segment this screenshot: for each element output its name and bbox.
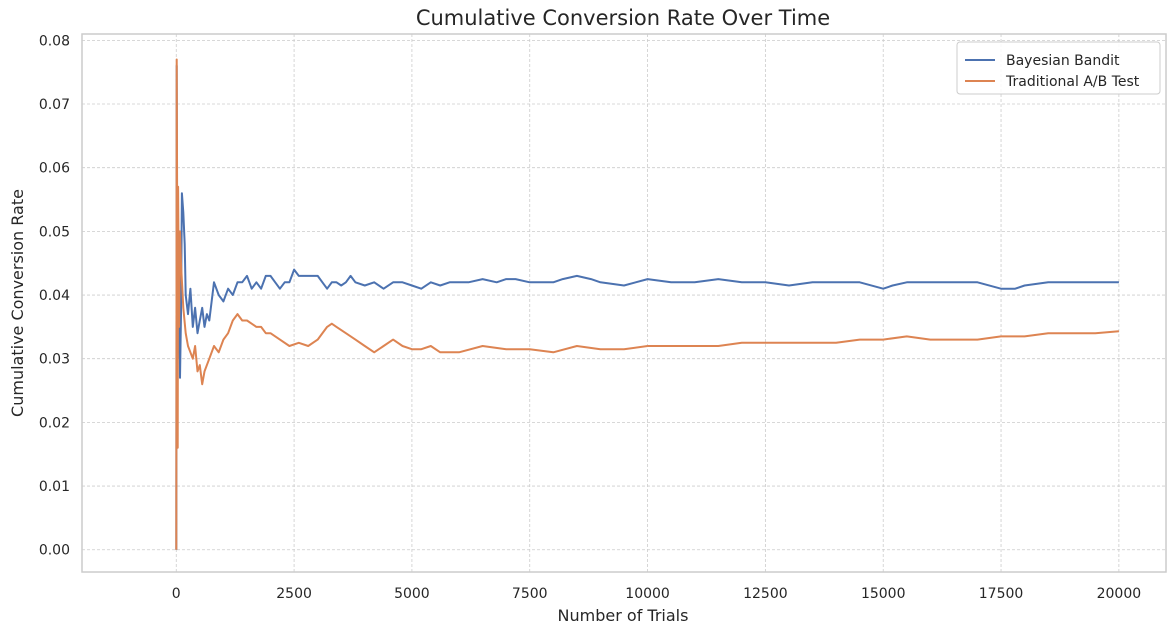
y-axis-label: Cumulative Conversion Rate <box>8 189 27 417</box>
y-tick-label: 0.07 <box>39 97 70 113</box>
y-tick-label: 0.08 <box>39 33 70 49</box>
x-tick-label: 12500 <box>743 586 788 602</box>
series-layer <box>175 58 1119 550</box>
legend-box <box>956 41 1161 95</box>
x-tick-label: 20000 <box>1097 586 1142 602</box>
y-tick-label: 0.03 <box>39 352 70 368</box>
series-line-bayesian-bandit <box>175 64 1119 550</box>
y-tick-label: 0.06 <box>39 161 70 177</box>
x-tick-label: 0 <box>172 586 181 602</box>
plot-background <box>82 34 1166 572</box>
y-tick-label: 0.00 <box>39 543 70 559</box>
x-tick-label: 7500 <box>512 586 548 602</box>
x-tick-label: 5000 <box>394 586 430 602</box>
plot-area <box>81 33 1167 573</box>
y-tick-label: 0.01 <box>39 479 70 495</box>
legend: Bayesian Bandit Traditional A/B Test <box>956 41 1161 95</box>
y-axis-ticks: 0.00 0.01 0.02 0.03 0.04 0.05 0.06 0.07 0.08 <box>39 33 70 558</box>
x-tick-label: 17500 <box>979 586 1024 602</box>
series-line-traditional-a-b-test <box>175 58 1119 550</box>
grid <box>82 34 1166 572</box>
y-tick-label: 0.05 <box>39 224 70 240</box>
plot-frame <box>81 33 1167 573</box>
x-tick-label: 15000 <box>861 586 906 602</box>
y-tick-label: 0.02 <box>39 415 70 431</box>
x-tick-label: 10000 <box>625 586 670 602</box>
x-axis-label: Number of Trials <box>558 606 689 625</box>
legend-label-bayesian-bandit: Bayesian Bandit <box>1006 53 1120 69</box>
x-axis-ticks: 0 2500 5000 7500 10000 12500 15000 17500 20000 <box>172 586 1141 602</box>
y-tick-label: 0.04 <box>39 288 70 304</box>
x-tick-label: 2500 <box>276 586 312 602</box>
legend-label-traditional-ab-test: Traditional A/B Test <box>1005 74 1140 90</box>
chart-title: Cumulative Conversion Rate Over Time <box>416 6 830 30</box>
